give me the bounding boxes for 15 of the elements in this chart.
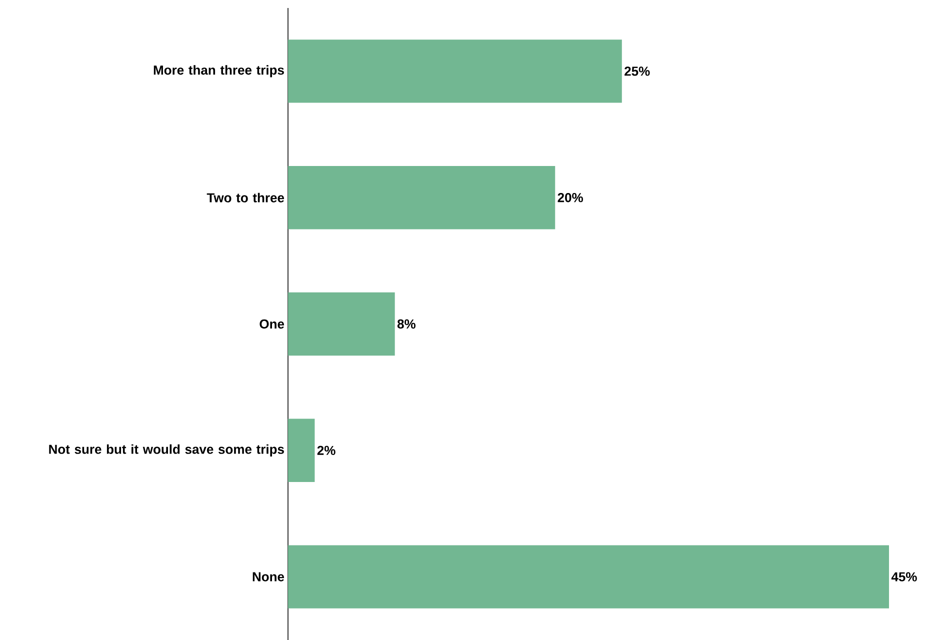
bar	[288, 292, 395, 356]
data-label: 45%	[891, 572, 917, 582]
bar	[288, 40, 622, 103]
y-tick-label: More than three trips	[154, 65, 284, 78]
data-label: 8%	[397, 319, 416, 329]
y-tick-label: Two to three	[206, 192, 284, 202]
y-tick-label: One	[260, 319, 284, 329]
data-label: 2%	[317, 446, 336, 456]
data-label: 20%	[558, 193, 583, 202]
bar	[288, 418, 315, 482]
y-tick-label: None	[252, 572, 284, 582]
data-label: 25%	[624, 66, 650, 76]
y-tick-label: Not sure but it would save some trips	[49, 444, 284, 456]
bar	[288, 545, 890, 608]
bar	[288, 166, 556, 230]
